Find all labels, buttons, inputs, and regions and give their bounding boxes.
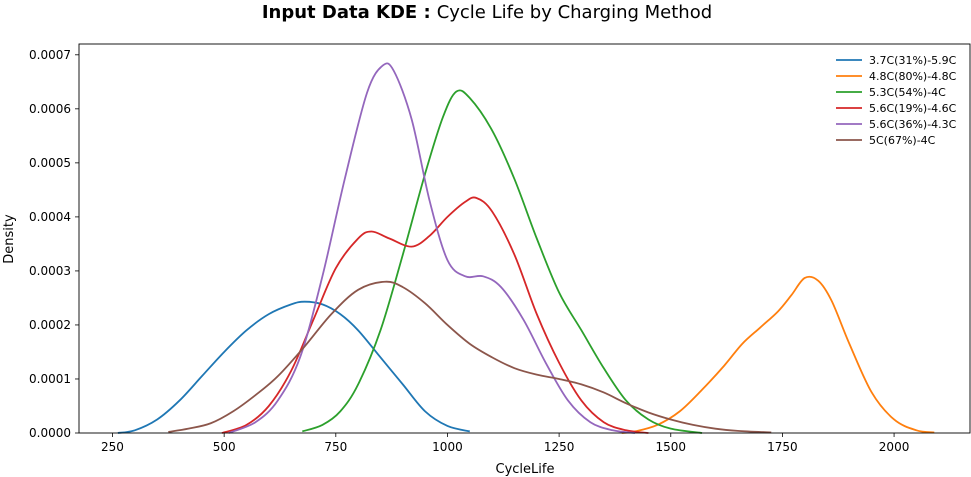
series-line-3 — [302, 89, 703, 434]
legend-label-2: 4.8C(80%)-4.8C — [869, 70, 957, 83]
x-tick-label: 2000 — [879, 440, 910, 454]
legend-label-5: 5.6C(36%)-4.3C — [869, 118, 957, 131]
y-tick-label: 0.0001 — [29, 372, 71, 386]
y-axis-label: Density — [2, 214, 17, 264]
series-line-6 — [168, 280, 772, 434]
x-tick-label: 1250 — [544, 440, 575, 454]
legend-label-3: 5.3C(54%)-4C — [869, 86, 946, 99]
series-line-2 — [621, 275, 935, 434]
axis-ticks: 250 500 750 1000 1250 1500 1750 2000 0.0000 0.000… — [29, 48, 909, 454]
y-tick-label: 0.0000 — [29, 426, 71, 440]
y-tick-label: 0.0002 — [29, 318, 71, 332]
chart-title: Input Data KDE : Cycle Life by Charging M… — [262, 2, 712, 23]
x-axis-label: CycleLife — [496, 462, 555, 477]
plot-frame — [78, 43, 971, 434]
x-tick-label: 1750 — [767, 440, 798, 454]
y-tick-label: 0.0005 — [29, 156, 71, 170]
y-tick-label: 0.0006 — [29, 102, 71, 116]
legend-label-6: 5C(67%)-4C — [869, 134, 936, 147]
chart-title-bold: Input Data KDE : — [262, 2, 431, 23]
x-tick-label: 1500 — [655, 440, 686, 454]
y-tick-label: 0.0004 — [29, 210, 71, 224]
series-line-4 — [221, 196, 649, 434]
series-line-5 — [228, 62, 636, 434]
series-line-1 — [117, 300, 471, 434]
series-layer — [117, 62, 935, 434]
legend-label-1: 3.7C(31%)-5.9C — [869, 54, 957, 67]
x-tick-label: 750 — [324, 440, 347, 454]
legend-label-4: 5.6C(19%)-4.6C — [869, 102, 957, 115]
x-tick-label: 500 — [213, 440, 236, 454]
x-tick-label: 250 — [101, 440, 124, 454]
x-tick-label: 1000 — [432, 440, 463, 454]
legend: 3.7C(31%)-5.9C 4.8C(80%)-4.8C 5.3C(54%)-4C… — [836, 54, 957, 147]
y-tick-label: 0.0007 — [29, 48, 71, 62]
chart-title-rest: Cycle Life by Charging Method — [437, 2, 712, 23]
y-tick-label: 0.0003 — [29, 264, 71, 278]
